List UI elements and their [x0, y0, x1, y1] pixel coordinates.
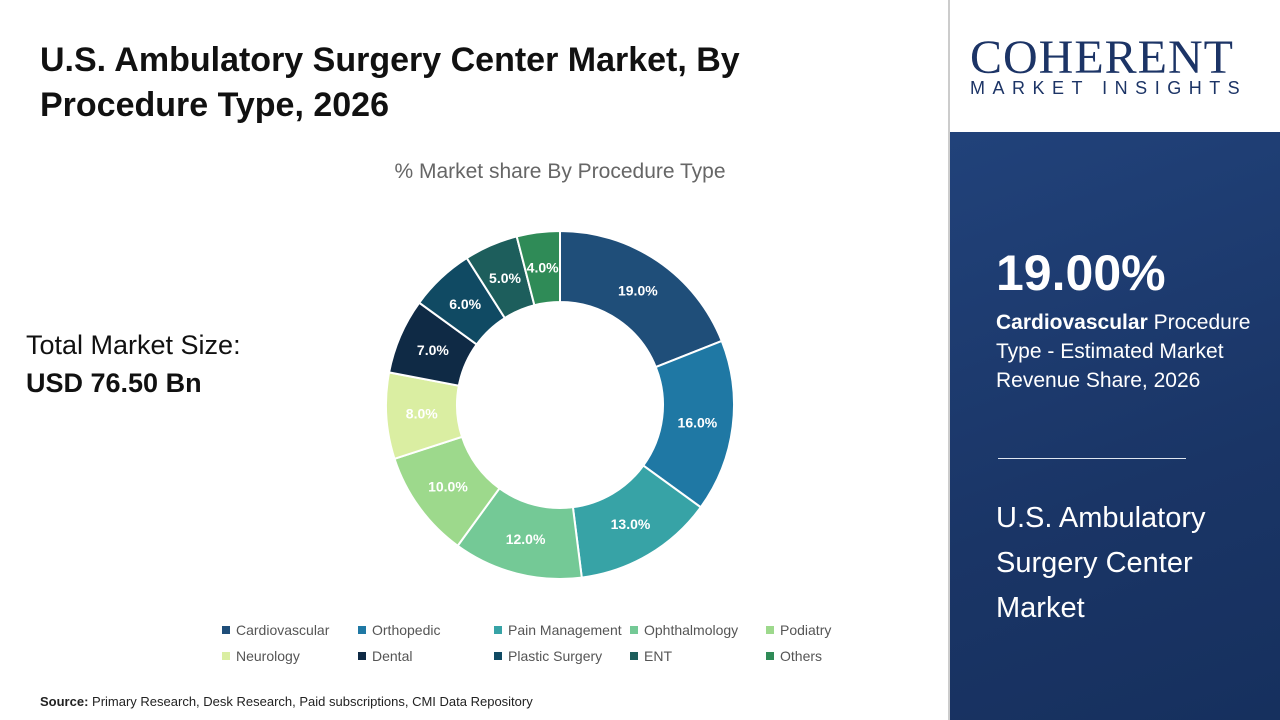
legend-swatch [630, 626, 638, 634]
legend-item: Neurology [222, 648, 358, 664]
legend-label: ENT [644, 648, 672, 664]
legend-item: Pain Management [494, 622, 630, 638]
legend-label: Others [780, 648, 823, 664]
legend-item: Orthopedic [358, 622, 494, 638]
data-label: 8.0% [406, 406, 438, 422]
legend-item: Cardiovascular [222, 622, 358, 638]
total-label: Total Market Size: [26, 330, 241, 360]
legend-swatch [222, 626, 230, 634]
legend-swatch [358, 626, 366, 634]
source-label: Source: [40, 694, 89, 709]
data-label: 10.0% [428, 478, 468, 494]
highlight-panel: 19.00% Cardiovascular Procedure Type - E… [950, 132, 1280, 720]
highlight-segment: Cardiovascular [996, 311, 1148, 334]
legend-label: Ophthalmology [644, 622, 739, 638]
data-label: 19.0% [618, 282, 658, 298]
legend-label: Orthopedic [372, 622, 441, 638]
legend-label: Dental [372, 648, 413, 664]
slice-cardiovascular [559, 229, 724, 369]
legend-swatch [494, 652, 502, 660]
logo-tagline: MARKET INSIGHTS [970, 78, 1248, 98]
legend-swatch [766, 652, 774, 660]
logo: COHERENT MARKET INSIGHTS [950, 0, 1280, 132]
panel-divider [998, 458, 1186, 459]
donut-chart: 19.0% 16.0% 13.0% 12.0% 10.0% 8.0% 7.0% 6.0% 5.0… [385, 229, 735, 580]
legend-label: Podiatry [780, 622, 832, 638]
data-label: 6.0% [449, 296, 481, 312]
divider [948, 0, 950, 720]
data-label: 5.0% [489, 270, 521, 286]
logo-wordmark: COHERENT [970, 31, 1234, 84]
legend-label: Cardiovascular [236, 622, 330, 638]
source-text: Primary Research, Desk Research, Paid su… [88, 694, 533, 709]
source-note: Source: Primary Research, Desk Research,… [40, 694, 533, 709]
legend-item: ENT [630, 648, 766, 664]
data-label: 4.0% [527, 260, 559, 276]
legend-swatch [766, 626, 774, 634]
highlight-description: Cardiovascular Procedure Type - Estimate… [996, 308, 1266, 395]
legend-item: Plastic Surgery [494, 648, 630, 664]
data-label: 7.0% [417, 342, 449, 358]
legend-label: Neurology [236, 648, 300, 664]
legend-label: Pain Management [508, 622, 622, 638]
highlight-desc-text: Procedure Type - Estimated Market Revenu… [996, 311, 1251, 392]
legend-swatch [494, 626, 502, 634]
data-label: 12.0% [506, 531, 546, 547]
legend-swatch [358, 652, 366, 660]
legend-item: Ophthalmology [630, 622, 766, 638]
total-value: USD 76.50 Bn [26, 368, 202, 398]
total-market-size: Total Market Size: USD 76.50 Bn [26, 326, 241, 402]
chart-title: % Market share By Procedure Type [394, 160, 726, 183]
slice-others [515, 229, 561, 307]
legend: Cardiovascular Orthopedic Pain Management O… [222, 622, 862, 664]
market-name: U.S. Ambulatory Surgery Center Market [996, 502, 1206, 624]
data-label: 16.0% [678, 414, 718, 430]
legend-swatch [222, 652, 230, 660]
legend-label: Plastic Surgery [508, 648, 603, 664]
legend-item: Podiatry [766, 622, 866, 638]
data-label: 13.0% [611, 516, 651, 532]
page-title: U.S. Ambulatory Surgery Center Market, B… [40, 41, 740, 124]
legend-item: Dental [358, 648, 494, 664]
highlight-percent: 19.00% [996, 245, 1166, 301]
legend-swatch [630, 652, 638, 660]
legend-item: Others [766, 648, 866, 664]
